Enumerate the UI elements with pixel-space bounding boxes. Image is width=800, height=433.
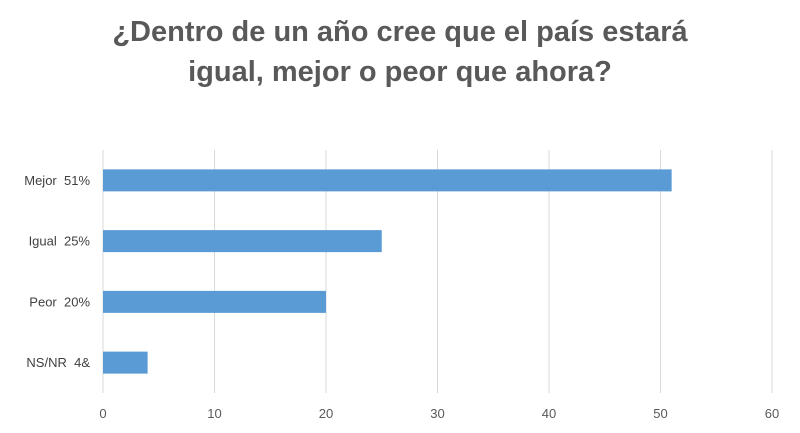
x-tick-label-6: 60 [765,406,779,421]
x-tick-label-4: 40 [542,406,556,421]
category-label-0: Mejor 51% [24,173,90,188]
x-tick-label-5: 50 [653,406,667,421]
bar-2 [103,290,326,313]
x-tick-label-1: 10 [207,406,221,421]
chart-title-line-2: igual, mejor o peor que ahora? [188,56,612,88]
bar-3 [103,351,148,374]
bar-0 [103,169,672,192]
chart-title-line-1: ¿Dentro de un año cree que el país estar… [112,16,688,48]
category-label-1: Igual 25% [29,234,91,249]
x-tick-label-0: 0 [99,406,106,421]
category-label-2: Peor 20% [29,294,90,309]
x-tick-label-3: 30 [430,406,444,421]
category-label-3: NS/NR 4& [26,355,90,370]
x-tick-label-2: 20 [319,406,333,421]
chart-title: ¿Dentro de un año cree que el país estar… [0,12,800,92]
bar-1 [103,230,382,253]
